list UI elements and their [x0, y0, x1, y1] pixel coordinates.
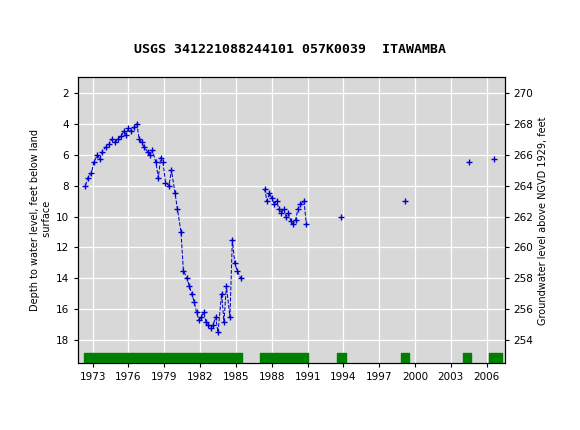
Text: USGS 341221088244101 057K0039  ITAWAMBA: USGS 341221088244101 057K0039 ITAWAMBA [134, 43, 446, 56]
Y-axis label: Groundwater level above NGVD 1929, feet: Groundwater level above NGVD 1929, feet [538, 116, 548, 325]
Y-axis label: Depth to water level, feet below land
 surface: Depth to water level, feet below land su… [30, 129, 52, 311]
Text: ≋USGS: ≋USGS [7, 12, 67, 27]
